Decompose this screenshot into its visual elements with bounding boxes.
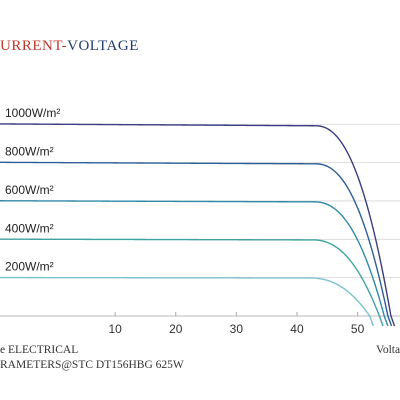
series-label: 400W/m² (5, 221, 54, 235)
x-tick-label: 40 (290, 322, 304, 336)
chart-title: URRENT-VOLTAGE (0, 38, 139, 55)
x-tick-label: 10 (108, 322, 122, 336)
x-tick-label: 20 (169, 322, 183, 336)
series-label: 1000W/m² (5, 106, 60, 120)
x-tick-label: 30 (230, 322, 244, 336)
series-label: 200W/m² (5, 260, 54, 274)
series-label: 600W/m² (5, 183, 54, 197)
iv-curve-series (0, 123, 396, 327)
iv-curve-series (0, 276, 374, 327)
x-tick-label: 50 (351, 322, 365, 336)
caption-line-1: e ELECTRICAL (0, 344, 79, 356)
caption-line-2: RAMETERS@STC DT156HBG 625W (0, 359, 184, 371)
figure-caption: e ELECTRICAL RAMETERS@STC DT156HBG 625W (0, 343, 184, 373)
chart-title-part2: VOLTAGE (67, 38, 139, 54)
series-label: 800W/m² (5, 145, 54, 159)
iv-curve-series (0, 200, 389, 327)
x-axis-label: Volta (376, 344, 400, 356)
chart-title-part1: URRENT- (0, 38, 68, 54)
iv-curve-series (0, 238, 384, 327)
iv-curve-series (0, 161, 393, 327)
